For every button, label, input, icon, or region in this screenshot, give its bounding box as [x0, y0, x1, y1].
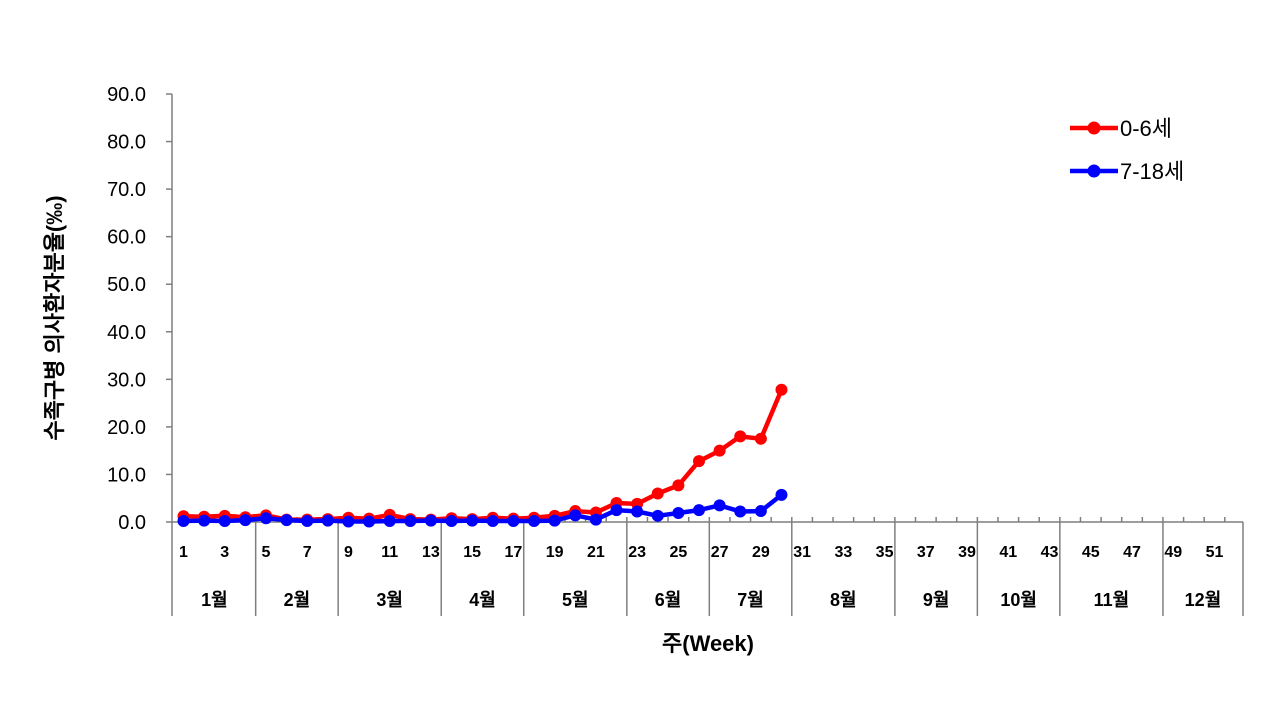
series-2-point [672, 506, 685, 519]
month-label: 9월 [923, 590, 950, 610]
series-2-point [631, 505, 644, 518]
x-tick-label: 31 [793, 544, 811, 561]
series-2-point [383, 515, 396, 528]
x-tick-label: 1 [179, 544, 188, 561]
x-tick-label: 17 [505, 544, 523, 561]
series-1-point [672, 479, 685, 492]
x-tick-label: 29 [752, 544, 770, 561]
y-tick-label: 0.0 [118, 512, 146, 534]
month-label: 5월 [562, 590, 589, 610]
series-2-point [589, 513, 602, 526]
series-2-point [198, 514, 211, 527]
series-2-point [424, 514, 437, 527]
series-2-point [734, 505, 747, 518]
month-label: 6월 [655, 590, 682, 610]
x-tick-label: 23 [628, 544, 646, 561]
series-2-point [259, 512, 272, 525]
series-2-point [321, 514, 334, 527]
series-1-point [693, 455, 705, 468]
series-2-point [239, 514, 252, 527]
x-tick-label: 51 [1206, 544, 1224, 561]
y-tick-label: 50.0 [107, 274, 146, 296]
series-2-point [528, 515, 541, 528]
series-2-point [713, 499, 726, 512]
series-1-point [713, 444, 726, 457]
series-2-point [507, 515, 520, 528]
series-2-point [754, 505, 767, 518]
month-label: 1월 [201, 590, 228, 610]
x-tick-label: 7 [303, 544, 312, 561]
series-2-point [404, 515, 417, 528]
y-tick-label: 40.0 [107, 322, 146, 344]
legend-label: 0-6세 [1120, 116, 1172, 141]
x-tick-label: 5 [262, 544, 271, 561]
series-2-point [486, 515, 499, 528]
y-tick-label: 30.0 [107, 369, 146, 391]
y-tick-label: 20.0 [107, 417, 146, 439]
month-label: 4월 [469, 590, 496, 610]
series-2-point [775, 488, 788, 501]
series-2-point [445, 515, 458, 528]
series-2-point [218, 515, 231, 528]
x-tick-label: 33 [834, 544, 852, 561]
series-2-point [569, 509, 582, 522]
y-tick-label: 70.0 [107, 179, 146, 201]
x-tick-label: 37 [917, 544, 935, 561]
x-tick-label: 43 [1041, 544, 1059, 561]
legend: 0-6세 7-18세 [1070, 116, 1184, 184]
x-tick-label: 45 [1082, 544, 1100, 561]
x-tick-label: 35 [876, 544, 894, 561]
series-2-point [363, 515, 376, 528]
series-1-point [651, 487, 664, 500]
x-tick-label: 39 [958, 544, 976, 561]
x-tick-label: 21 [587, 544, 605, 561]
series-2-point [693, 504, 705, 517]
x-tick-label: 15 [463, 544, 481, 561]
y-axis-title: 수족구병 의사환자분율(‰) [42, 195, 67, 440]
x-tick-label: 27 [711, 544, 729, 561]
axes-layer: 0.0 10.0 20.0 30.0 40.0 50.0 60.0 70.0 80.0 90.0 1… [107, 84, 1244, 616]
x-axis-title: 주(Week) [662, 631, 754, 656]
series-2-point [610, 504, 623, 517]
series-2-point [301, 515, 314, 528]
x-tick-label: 3 [220, 544, 229, 561]
x-tick-label: 9 [344, 544, 353, 561]
x-tick-label: 19 [546, 544, 564, 561]
series-1-point [734, 430, 747, 443]
series-layer [177, 383, 788, 528]
month-label: 10월 [1000, 590, 1037, 610]
legend-label: 7-18세 [1120, 159, 1184, 184]
month-label: 12월 [1185, 590, 1222, 610]
y-tick-label: 90.0 [107, 84, 146, 106]
x-tick-label: 49 [1164, 544, 1182, 561]
series-2-point [651, 509, 664, 522]
month-label: 7월 [737, 590, 764, 610]
x-tick-label: 47 [1123, 544, 1141, 561]
y-tick-label: 10.0 [107, 464, 146, 486]
month-label: 2월 [284, 590, 311, 610]
series-2-point [466, 514, 479, 527]
series-2-point [342, 515, 355, 528]
month-label: 3월 [376, 590, 403, 610]
series-1-point [754, 432, 767, 445]
legend-marker [1087, 121, 1101, 135]
legend-marker [1087, 164, 1101, 178]
month-label: 11월 [1094, 590, 1130, 610]
series-2-point [177, 515, 190, 528]
series-1-point [775, 383, 788, 396]
month-label: 8월 [830, 590, 857, 610]
series-2-point [548, 514, 561, 527]
x-tick-label: 25 [669, 544, 687, 561]
y-tick-label: 60.0 [107, 227, 146, 249]
series-2-point [280, 514, 293, 527]
series-line-1 [181, 387, 784, 522]
y-tick-label: 80.0 [107, 132, 146, 154]
x-tick-label: 13 [422, 544, 440, 561]
x-tick-label: 11 [381, 544, 398, 561]
x-tick-label: 41 [999, 544, 1017, 561]
